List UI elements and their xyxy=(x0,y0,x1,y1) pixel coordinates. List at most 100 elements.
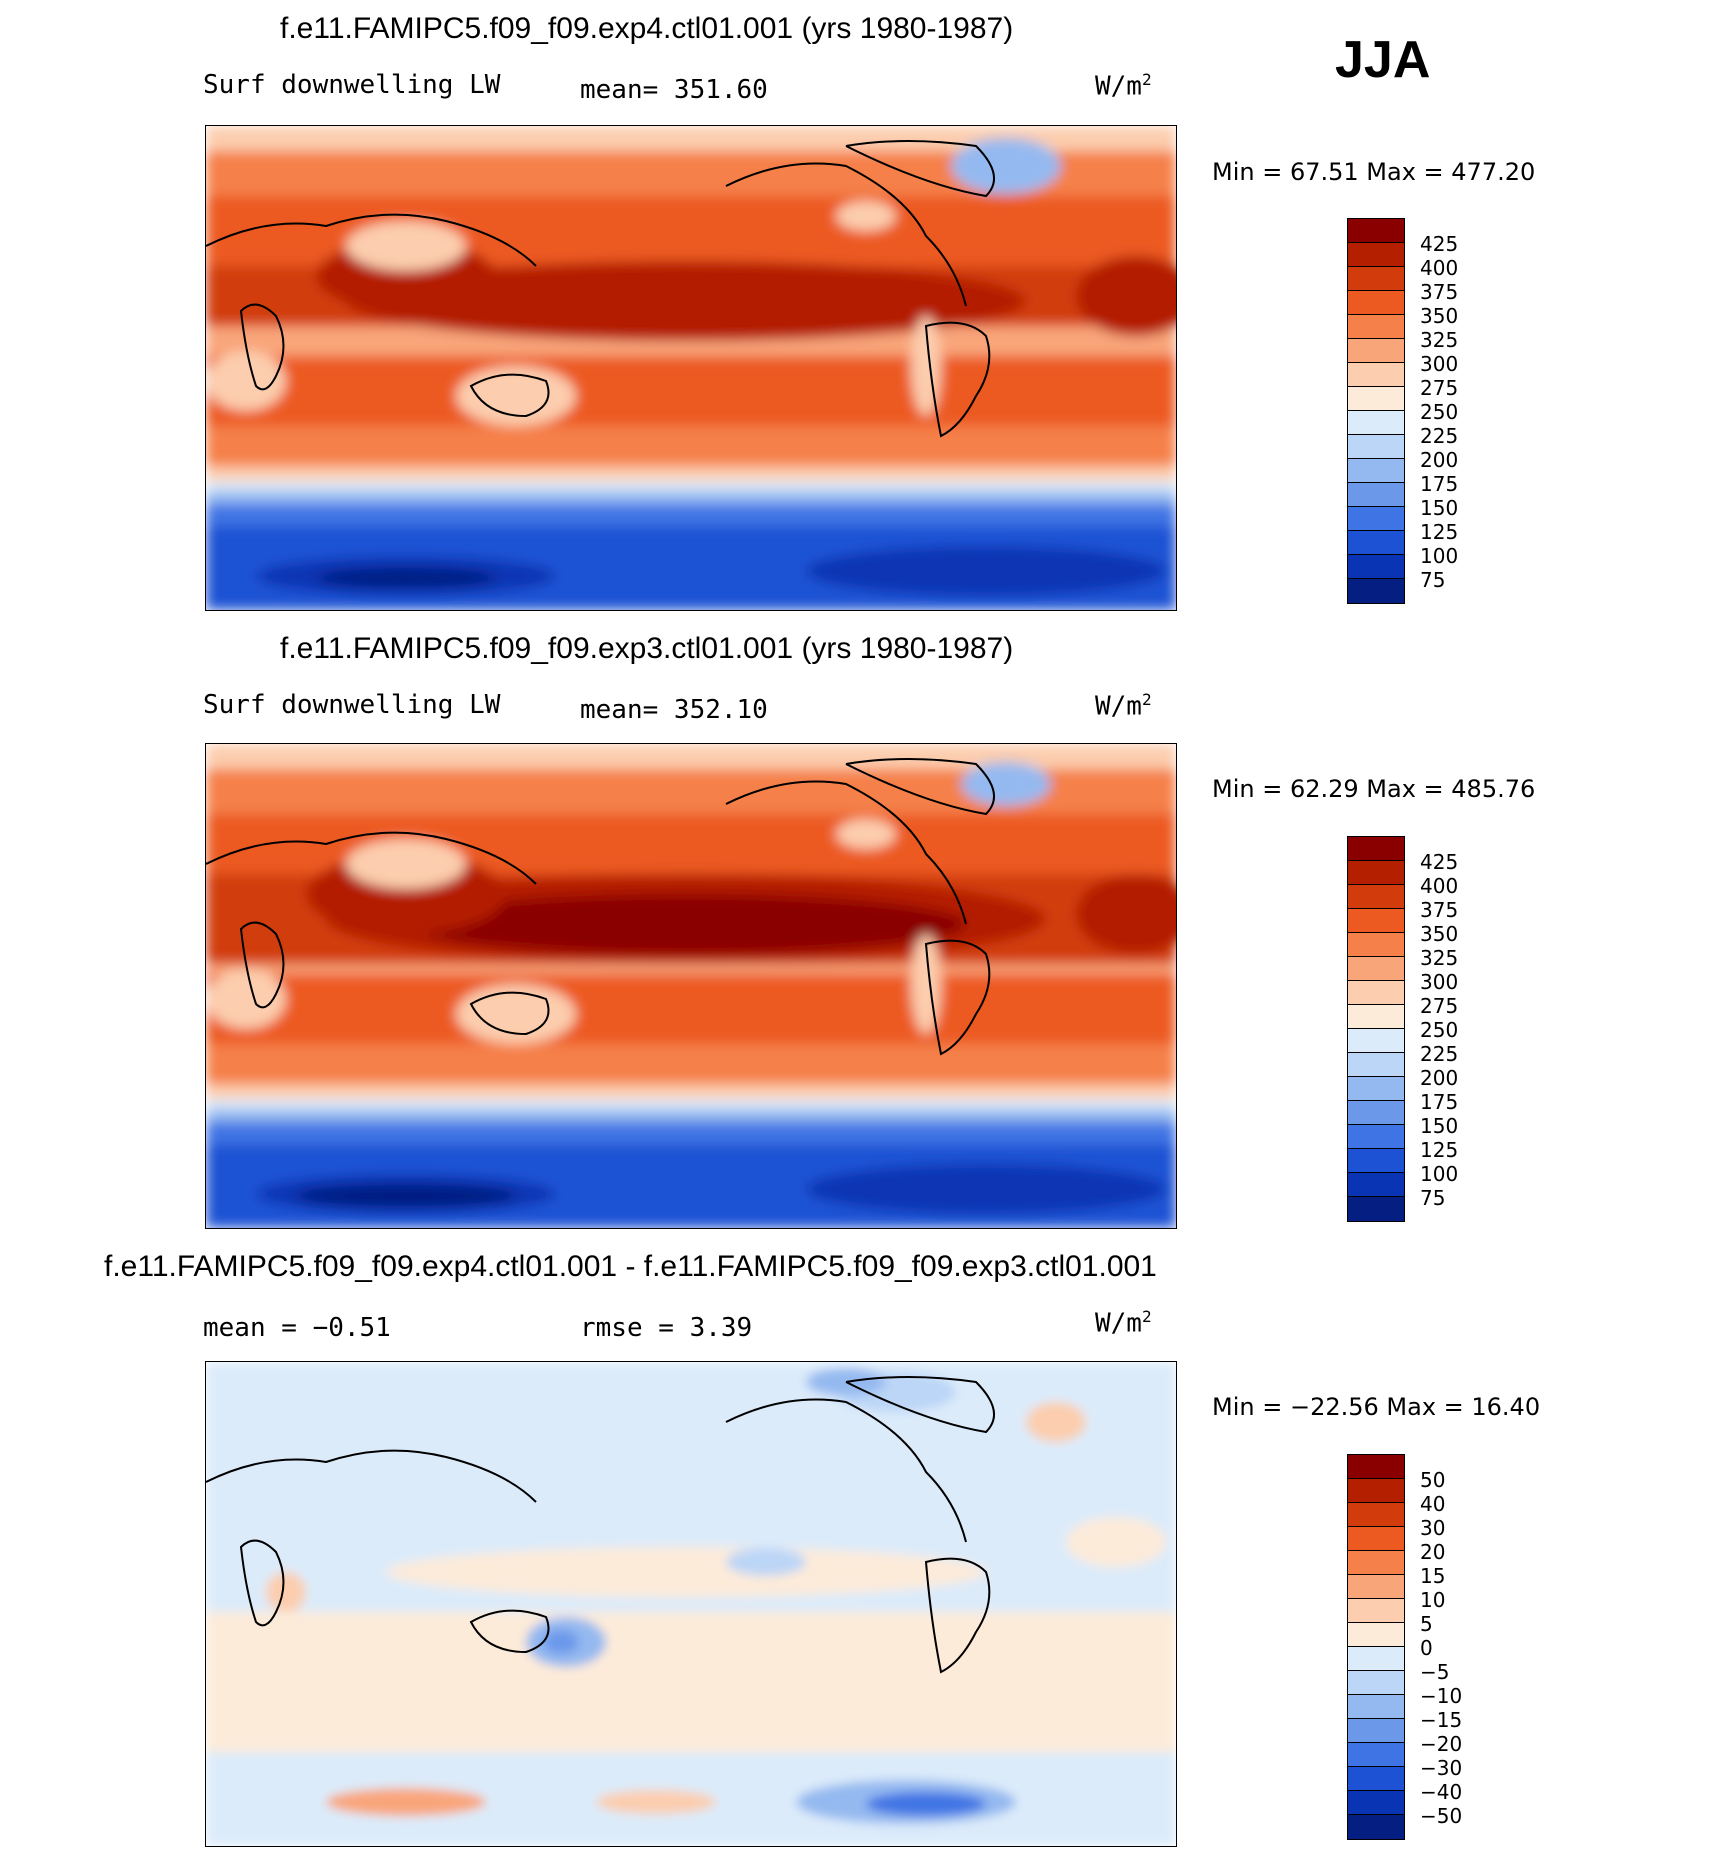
colorbar-segment xyxy=(1348,957,1404,981)
colorbar-segment xyxy=(1348,483,1404,507)
colorbar-segment xyxy=(1348,363,1404,387)
colorbar-segment xyxy=(1348,1053,1404,1077)
colorbar-segment xyxy=(1348,387,1404,411)
colorbar-segment xyxy=(1348,219,1404,243)
colorbar-tick-label: 350 xyxy=(1420,304,1459,328)
colorbar-tick-label: 40 xyxy=(1420,1492,1446,1516)
colorbar xyxy=(1347,1454,1405,1840)
colorbar-tick-label: −30 xyxy=(1420,1756,1463,1780)
mean-label: mean= 352.10 xyxy=(580,695,768,725)
units-label: W/m2 xyxy=(1095,1307,1152,1339)
colorbar-segment xyxy=(1348,837,1404,861)
panel-title: f.e11.FAMIPC5.f09_f09.exp4.ctl01.001 (yr… xyxy=(280,12,1014,45)
colorbar-segment xyxy=(1348,291,1404,315)
colorbar-segment xyxy=(1348,339,1404,363)
colorbar-tick-label: 100 xyxy=(1420,544,1459,568)
colorbar-segment xyxy=(1348,1173,1404,1197)
colorbar-tick-label: 150 xyxy=(1420,1114,1459,1138)
colorbar-segment xyxy=(1348,1455,1404,1479)
panel-title: f.e11.FAMIPC5.f09_f09.exp3.ctl01.001 (yr… xyxy=(280,632,1014,665)
colorbar-segment xyxy=(1348,1527,1404,1551)
colorbar-tick-label: 325 xyxy=(1420,328,1459,352)
colorbar-tick-label: 50 xyxy=(1420,1468,1446,1492)
colorbar-segment xyxy=(1348,981,1404,1005)
colorbar-segment xyxy=(1348,1029,1404,1053)
colorbar-segment xyxy=(1348,933,1404,957)
variable-label: Surf downwelling LW xyxy=(203,70,501,100)
colorbar-tick-label: 250 xyxy=(1420,1018,1459,1042)
colorbar-tick-label: 275 xyxy=(1420,376,1459,400)
map-exp4 xyxy=(205,125,1177,611)
colorbar-tick-label: 400 xyxy=(1420,874,1459,898)
colorbar-tick-label: 275 xyxy=(1420,994,1459,1018)
min-max-stats: Min = 62.29 Max = 485.76 xyxy=(1212,775,1536,803)
colorbar-segment xyxy=(1348,555,1404,579)
colorbar-segment xyxy=(1348,1623,1404,1647)
colorbar-segment xyxy=(1348,1719,1404,1743)
colorbar-tick-label: 100 xyxy=(1420,1162,1459,1186)
colorbar-tick-label: 400 xyxy=(1420,256,1459,280)
season-label: JJA xyxy=(1335,31,1431,89)
colorbar-segment xyxy=(1348,885,1404,909)
colorbar-segment xyxy=(1348,1575,1404,1599)
colorbar-tick-label: 225 xyxy=(1420,424,1459,448)
colorbar-segment xyxy=(1348,411,1404,435)
colorbar xyxy=(1347,218,1405,604)
colorbar-segment xyxy=(1348,1599,1404,1623)
colorbar-segment xyxy=(1348,579,1404,603)
rmse-label: rmse = 3.39 xyxy=(580,1313,753,1343)
colorbar-segment xyxy=(1348,1149,1404,1173)
colorbar-tick-label: 5 xyxy=(1420,1612,1433,1636)
colorbar-tick-label: −50 xyxy=(1420,1804,1463,1828)
colorbar xyxy=(1347,836,1405,1222)
colorbar-segment xyxy=(1348,909,1404,933)
colorbar-segment xyxy=(1348,507,1404,531)
colorbar-tick-label: 375 xyxy=(1420,898,1459,922)
colorbar-tick-label: −20 xyxy=(1420,1732,1463,1756)
colorbar-tick-label: 200 xyxy=(1420,1066,1459,1090)
colorbar-segment xyxy=(1348,1767,1404,1791)
colorbar-tick-labels: 425 400 375 350 325 300 275 250 225 200 175 150 125 1… xyxy=(1420,232,1458,592)
colorbar-segment xyxy=(1348,1101,1404,1125)
colorbar-tick-label: 225 xyxy=(1420,1042,1459,1066)
colorbar-tick-label: 30 xyxy=(1420,1516,1446,1540)
colorbar-segment xyxy=(1348,1197,1404,1221)
colorbar-segment xyxy=(1348,315,1404,339)
colorbar-segment xyxy=(1348,1791,1404,1815)
mean-label: mean = −0.51 xyxy=(203,1313,391,1343)
colorbar-tick-label: 250 xyxy=(1420,400,1459,424)
colorbar-tick-label: 175 xyxy=(1420,472,1459,496)
min-max-stats: Min = −22.56 Max = 16.40 xyxy=(1212,1393,1541,1421)
colorbar-segment xyxy=(1348,1077,1404,1101)
colorbar-tick-label: 350 xyxy=(1420,922,1459,946)
colorbar-tick-label: −15 xyxy=(1420,1708,1463,1732)
colorbar-tick-label: 325 xyxy=(1420,946,1459,970)
colorbar-segment xyxy=(1348,1125,1404,1149)
min-max-stats: Min = 67.51 Max = 477.20 xyxy=(1212,158,1536,186)
colorbar-tick-label: 200 xyxy=(1420,448,1459,472)
colorbar-tick-label: 300 xyxy=(1420,352,1459,376)
colorbar-tick-label: 425 xyxy=(1420,232,1459,256)
map-difference xyxy=(205,1361,1177,1847)
colorbar-tick-label: 150 xyxy=(1420,496,1459,520)
colorbar-tick-label: 125 xyxy=(1420,520,1459,544)
colorbar-segment xyxy=(1348,1815,1404,1839)
colorbar-tick-label: 75 xyxy=(1420,1186,1446,1210)
colorbar-tick-labels: 425 400 375 350 325 300 275 250 225 200 175 150 125 1… xyxy=(1420,850,1458,1210)
colorbar-segment xyxy=(1348,1671,1404,1695)
colorbar-tick-label: 0 xyxy=(1420,1636,1433,1660)
colorbar-segment xyxy=(1348,1503,1404,1527)
colorbar-segment xyxy=(1348,531,1404,555)
colorbar-tick-label: −40 xyxy=(1420,1780,1463,1804)
colorbar-tick-label: 75 xyxy=(1420,568,1446,592)
colorbar-segment xyxy=(1348,267,1404,291)
colorbar-segment xyxy=(1348,861,1404,885)
colorbar-tick-label: 125 xyxy=(1420,1138,1459,1162)
colorbar-tick-labels: 50 40 30 20 15 10 5 0 −5 −10 −15 −20 −30 −40 −50 xyxy=(1420,1468,1462,1828)
map-exp3 xyxy=(205,743,1177,1229)
colorbar-segment xyxy=(1348,1551,1404,1575)
colorbar-tick-label: 300 xyxy=(1420,970,1459,994)
colorbar-tick-label: 425 xyxy=(1420,850,1459,874)
colorbar-segment xyxy=(1348,1005,1404,1029)
colorbar-tick-label: −10 xyxy=(1420,1684,1463,1708)
